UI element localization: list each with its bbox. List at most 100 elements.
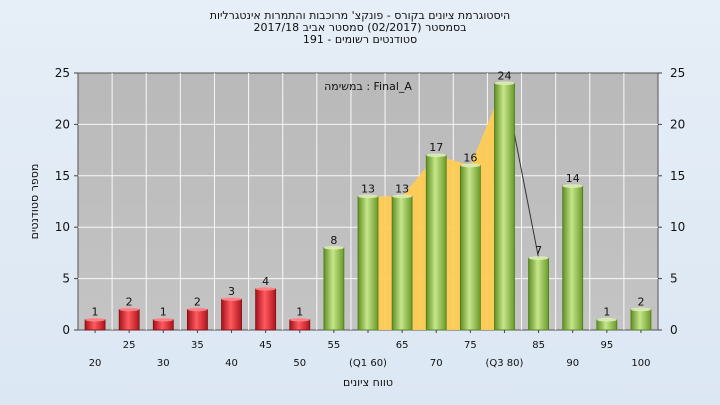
bar xyxy=(391,195,413,331)
y-tick-label-right: 15 xyxy=(670,169,685,183)
y-tick-label-left: 15 xyxy=(55,169,70,183)
x-tick-label: (Q1 60) xyxy=(349,358,387,369)
bar-top-cap xyxy=(596,317,617,322)
bar-top-cap xyxy=(85,317,106,322)
y-tick-label-right: 5 xyxy=(670,272,678,286)
y-tick-label-right: 20 xyxy=(670,117,685,131)
bar-top-cap xyxy=(323,245,344,250)
bar xyxy=(118,309,140,331)
bar-top-cap xyxy=(221,297,242,301)
bar-top-cap xyxy=(255,287,276,291)
bar-top-cap xyxy=(289,317,310,322)
bar-value-label: 14 xyxy=(566,172,580,185)
bar-top-cap xyxy=(358,194,378,199)
x-tick-label: 65 xyxy=(396,340,409,351)
bar-value-label: 13 xyxy=(395,182,409,195)
bar-group xyxy=(255,287,277,331)
bar-value-label: 7 xyxy=(535,244,542,257)
bar-value-label: 8 xyxy=(330,234,337,247)
bar xyxy=(562,185,584,331)
bar-group xyxy=(357,194,379,331)
bar-value-label: 24 xyxy=(497,69,511,82)
bar xyxy=(459,165,481,331)
x-tick-label: 40 xyxy=(225,358,238,369)
bar-group xyxy=(84,317,106,331)
bar-value-label: 3 xyxy=(228,285,235,298)
bar-group xyxy=(323,245,345,331)
x-tick-label: 45 xyxy=(259,340,272,351)
bar-group xyxy=(152,317,174,331)
bar xyxy=(630,309,652,331)
bar-group xyxy=(425,153,447,331)
chart-title-line-1: היסטוגרמת ציונים בקורס - פונקצ' מרוכבות … xyxy=(209,9,511,22)
chart-title-line-2: בסמסטר (02/2017) סמסטר אביב 2017/18 xyxy=(253,21,467,34)
bar-group xyxy=(221,297,242,331)
bar-value-label: 1 xyxy=(296,306,303,319)
x-tick-label: 20 xyxy=(89,358,102,369)
bar-top-cap xyxy=(528,256,549,260)
y-tick-label-left: 20 xyxy=(55,117,70,131)
x-tick-label: 85 xyxy=(532,340,545,351)
y-tick-label-left: 5 xyxy=(62,272,70,286)
x-tick-label: 25 xyxy=(123,340,136,351)
x-tick-label: 95 xyxy=(600,340,613,351)
bar-value-label: 1 xyxy=(92,306,99,319)
bar xyxy=(357,195,379,331)
bar-group xyxy=(459,163,481,331)
bar-group xyxy=(118,307,140,331)
bar-top-cap xyxy=(460,163,481,168)
x-tick-label: 35 xyxy=(191,340,204,351)
bar xyxy=(255,288,277,331)
x-tick-label: 50 xyxy=(293,358,306,369)
bar-top-cap xyxy=(426,153,447,158)
y-tick-label-right: 0 xyxy=(670,323,678,337)
x-tick-label: 75 xyxy=(464,340,477,351)
bar xyxy=(494,82,515,331)
x-tick-label: 55 xyxy=(328,340,341,351)
assignment-annotation: במשימה : Final_A xyxy=(324,80,412,93)
bar-group xyxy=(528,256,549,331)
y-axis-title: מספר סטודנטים xyxy=(28,164,41,240)
bar-value-label: 13 xyxy=(361,182,375,195)
chart-title-line-3: סטודנטים רשומים - 191 xyxy=(302,33,418,46)
bar xyxy=(425,154,447,331)
x-tick-label: (Q3 80) xyxy=(485,358,523,369)
x-tick-label: 70 xyxy=(430,358,443,369)
bar-group xyxy=(562,184,584,331)
bar-top-cap xyxy=(562,184,583,188)
bar-group xyxy=(289,317,311,331)
bar-top-cap xyxy=(119,307,140,312)
x-axis-title: טווח ציונים xyxy=(343,376,393,389)
y-tick-label-left: 10 xyxy=(55,220,70,234)
bar-group xyxy=(494,81,515,331)
bar xyxy=(221,298,242,331)
y-tick-label-right: 10 xyxy=(670,220,685,234)
y-tick-label-left: 0 xyxy=(62,323,70,337)
bar-value-label: 1 xyxy=(160,306,167,319)
bar xyxy=(187,309,208,331)
bar-value-label: 17 xyxy=(429,141,443,154)
bar-value-label: 16 xyxy=(463,152,477,165)
bar-value-label: 4 xyxy=(262,275,269,288)
y-tick-label-right: 25 xyxy=(670,66,685,80)
bar-top-cap xyxy=(392,194,413,199)
bar-value-label: 1 xyxy=(603,306,610,319)
x-tick-label: 30 xyxy=(157,358,170,369)
bar-group xyxy=(187,307,208,331)
bar-group xyxy=(391,194,413,331)
bar-top-cap xyxy=(153,317,174,322)
bar-group xyxy=(630,307,652,331)
bar-value-label: 2 xyxy=(637,295,644,308)
bar-value-label: 2 xyxy=(126,295,133,308)
y-tick-label-left: 25 xyxy=(55,66,70,80)
bar-top-cap xyxy=(494,81,515,86)
x-tick-label: 100 xyxy=(631,358,650,369)
bar-value-label: 2 xyxy=(194,295,201,308)
bar xyxy=(323,247,345,331)
bar-top-cap xyxy=(187,307,208,312)
x-tick-label: 90 xyxy=(566,358,579,369)
bar-top-cap xyxy=(630,307,651,312)
bar xyxy=(528,257,549,331)
bar-group xyxy=(596,317,618,331)
